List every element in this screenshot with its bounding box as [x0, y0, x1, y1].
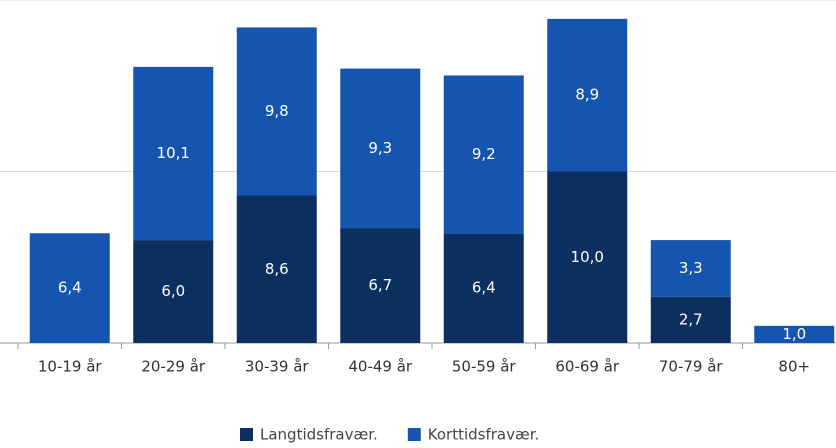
bar-segment	[443, 75, 524, 234]
data-label: 8,9	[575, 86, 599, 104]
legend-label: Korttidsfravær.	[428, 426, 540, 444]
data-label: 10,1	[157, 144, 190, 162]
x-tick-label: 60-69 år	[555, 358, 620, 376]
data-label: 6,0	[161, 282, 185, 300]
legend-swatch	[240, 428, 253, 441]
x-tick-label: 50-59 år	[452, 358, 517, 376]
bar-segment	[29, 233, 110, 343]
bar-segment	[754, 325, 835, 343]
bar-segment	[340, 228, 421, 343]
data-label: 3,3	[679, 259, 703, 277]
bar-segment	[650, 240, 731, 297]
legend-swatch	[407, 428, 421, 441]
x-tick-label: 80+	[778, 358, 810, 376]
data-label: 9,8	[265, 102, 289, 120]
data-label: 2,7	[679, 310, 703, 328]
bar-segment	[340, 68, 421, 229]
x-tick-label: 70-79 år	[659, 358, 724, 376]
data-label: 6,4	[472, 279, 496, 297]
data-label: 10,0	[571, 248, 604, 266]
data-label: 9,3	[368, 139, 392, 157]
bar-segment	[236, 195, 317, 343]
legend-label: Langtidsfravær.	[260, 426, 378, 444]
data-label: 6,7	[368, 276, 392, 294]
data-label: 8,6	[265, 260, 289, 278]
data-label: 1,0	[782, 325, 806, 343]
data-label: 9,2	[472, 145, 496, 163]
bar-segment	[133, 66, 214, 241]
x-tick-label: 20-29 år	[141, 358, 206, 376]
bar-segment	[547, 171, 628, 343]
data-label: 6,4	[58, 279, 82, 297]
bar-segment	[236, 27, 317, 196]
x-tick-label: 40-49 år	[348, 358, 413, 376]
x-tick-label: 30-39 år	[245, 358, 310, 376]
bar-segment	[443, 233, 524, 343]
bar-segment	[547, 18, 628, 172]
bar-segment	[133, 240, 214, 343]
x-tick-label: 10-19 år	[38, 358, 103, 376]
bar-segment	[650, 296, 731, 343]
